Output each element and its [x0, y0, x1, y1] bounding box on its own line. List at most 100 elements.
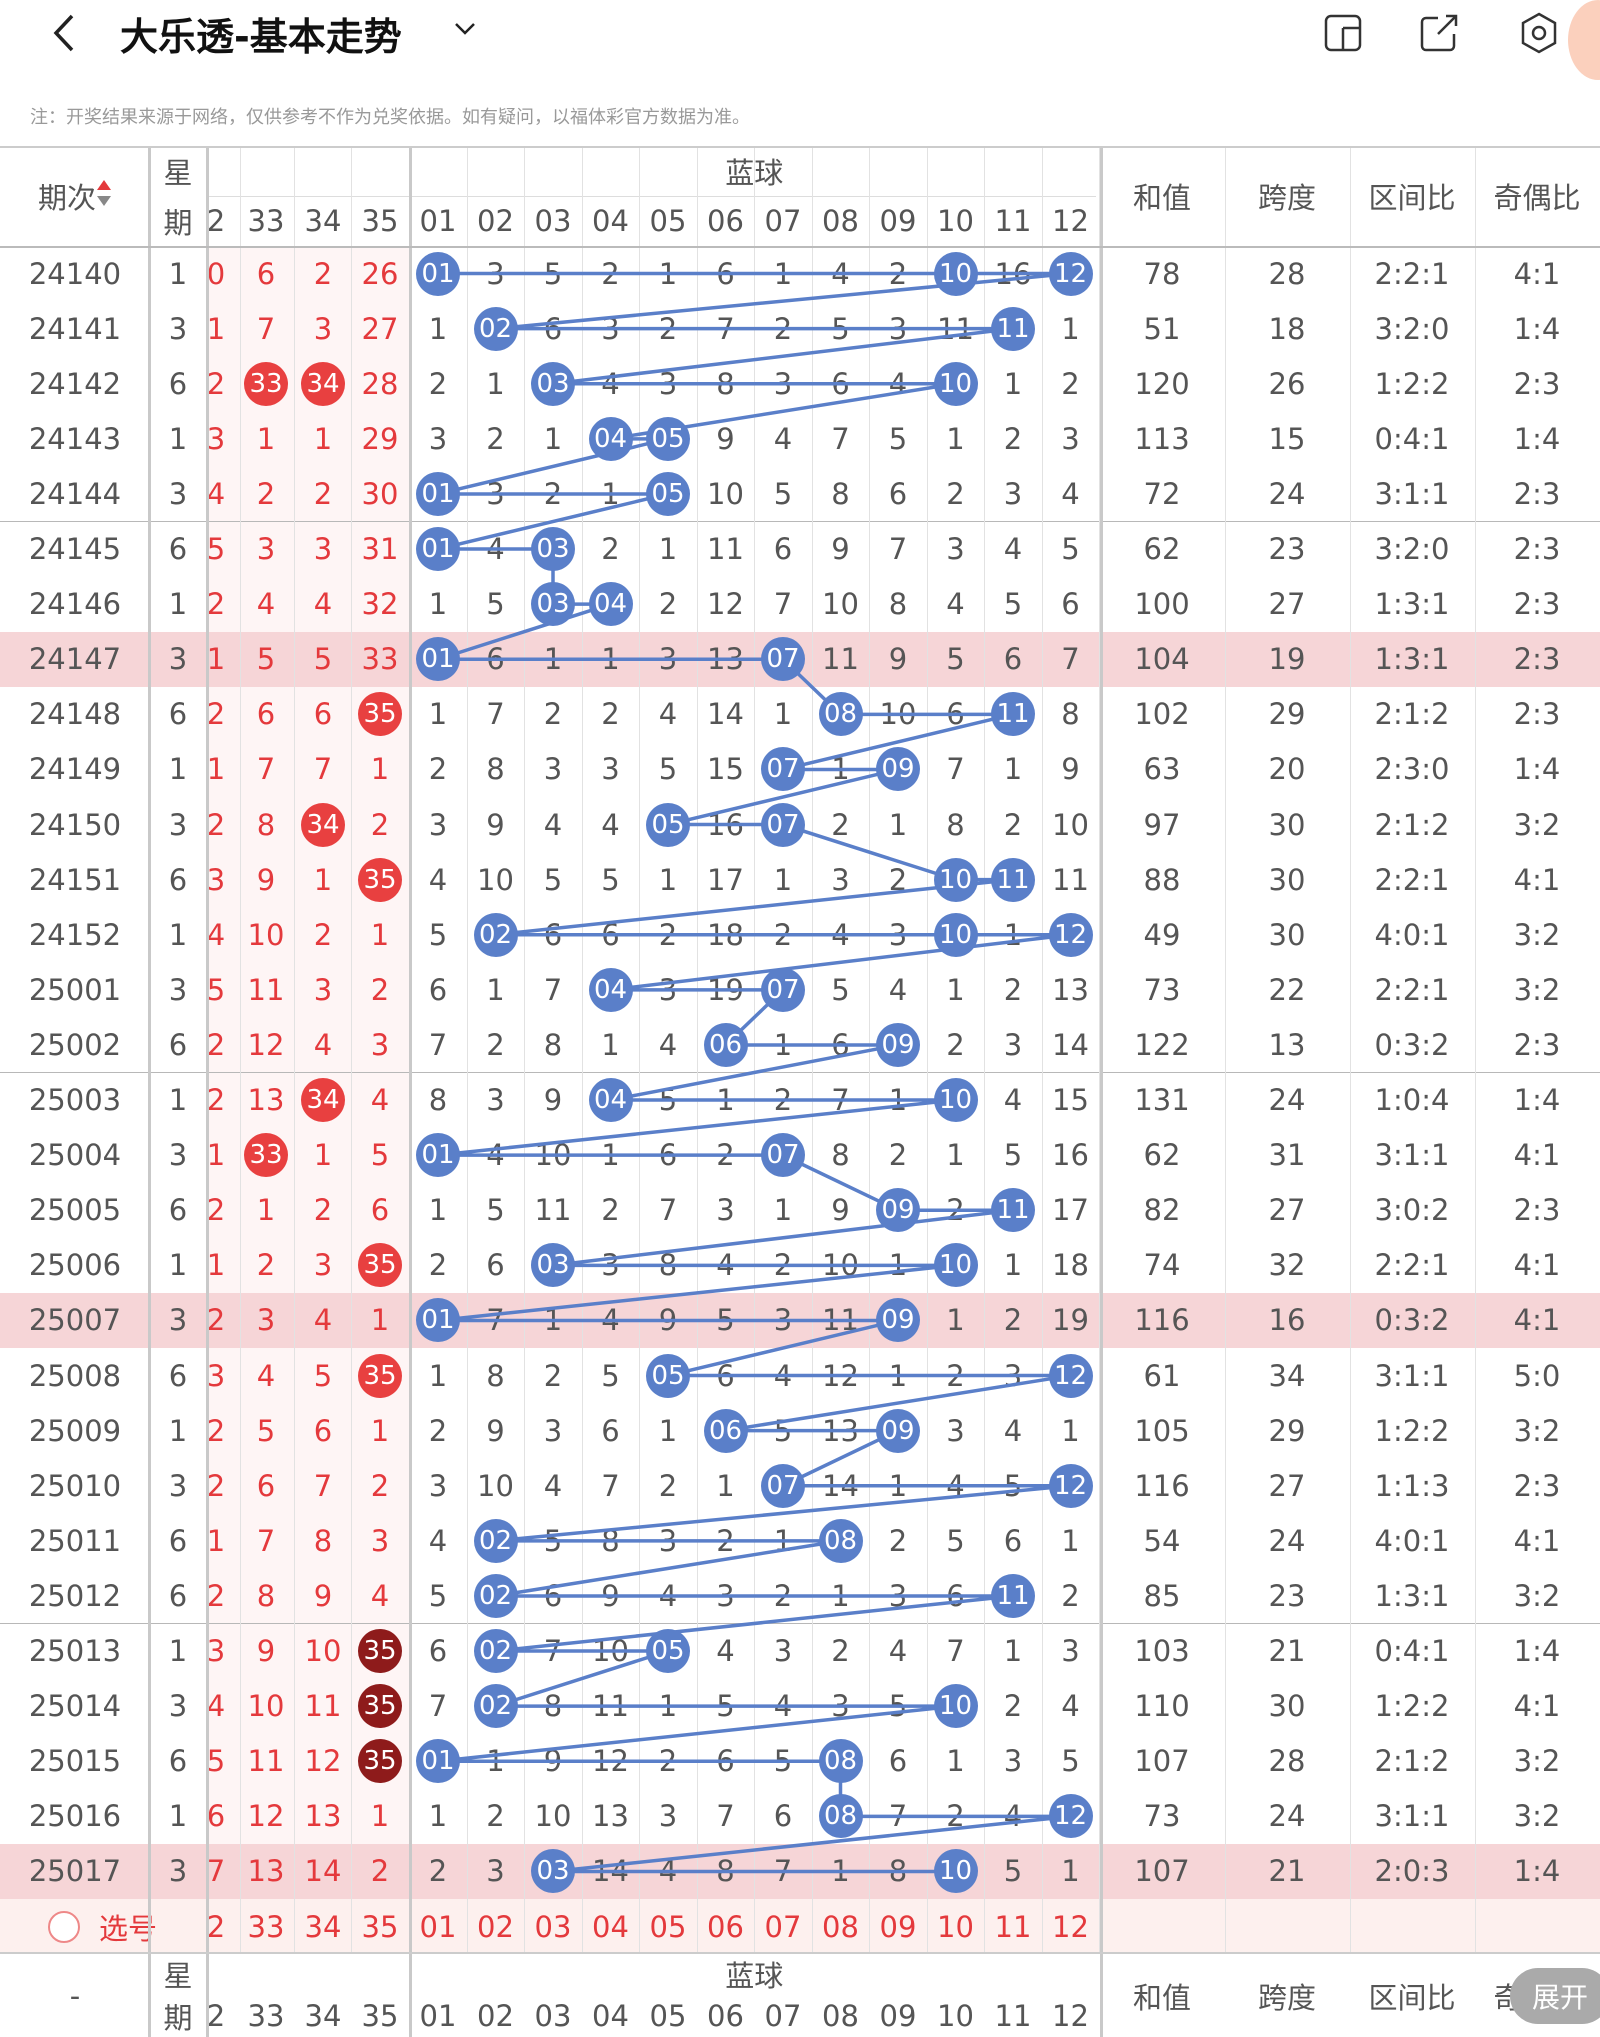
select-radio-icon[interactable] — [48, 1911, 80, 1943]
grid-line — [294, 146, 295, 1955]
blue-ball: 07 — [761, 802, 805, 847]
chevron-down-icon[interactable] — [450, 14, 480, 44]
blue-miss-cell: 9 — [601, 1578, 620, 1613]
front-miss-cell: 7 — [256, 311, 276, 346]
blue-miss-cell: 7 — [773, 1854, 793, 1889]
column-separator — [1100, 1954, 1103, 2037]
bottom-blue-col: 03 — [534, 1998, 572, 2033]
front-miss-cell: 11 — [304, 1689, 342, 1724]
blue-miss-cell: 1 — [773, 1027, 793, 1062]
front-miss-cell: 11 — [247, 1744, 285, 1779]
blue-miss-cell: 7 — [658, 1193, 678, 1228]
grid-line — [1225, 146, 1226, 1955]
blue-miss-cell: 3 — [773, 1634, 793, 1669]
period-cell: 25001 — [28, 972, 122, 1007]
column-header-front: 2 — [206, 204, 226, 238]
blue-miss-cell: 2 — [773, 917, 793, 952]
blue-miss-cell: 8 — [543, 1689, 563, 1724]
week-cell: 1 — [168, 1083, 188, 1118]
oddeven-ratio-cell: 1:4 — [1513, 1083, 1561, 1118]
blue-miss-cell: 4 — [888, 1634, 908, 1669]
column-header-blue: 11 — [994, 204, 1032, 238]
blue-ball: 10 — [933, 857, 978, 902]
zone-ratio-cell: 2:3:0 — [1374, 752, 1450, 787]
period-cell: 24152 — [28, 917, 122, 952]
avatar[interactable] — [1568, 0, 1600, 80]
layout-icon[interactable] — [1320, 10, 1366, 56]
blue-miss-cell: 4 — [773, 1689, 793, 1724]
blue-ball: 02 — [473, 912, 518, 957]
blue-ball: 05 — [646, 1353, 690, 1398]
blue-miss-cell: 2 — [428, 752, 448, 787]
blue-miss-cell: 2 — [716, 1523, 735, 1558]
bottom-blue-col: 10 — [937, 1998, 974, 2033]
settings-icon[interactable] — [1516, 10, 1562, 56]
period-cell: 25013 — [28, 1634, 122, 1669]
column-separator — [409, 1954, 412, 2037]
front-miss-cell: 6 — [206, 1799, 226, 1834]
oddeven-ratio-cell: 4:1 — [1513, 1248, 1561, 1283]
blue-miss-cell: 2 — [888, 1138, 908, 1173]
blue-miss-cell: 8 — [831, 1138, 850, 1173]
bottom-front-col: 35 — [361, 1998, 399, 2033]
front-miss-cell: 7 — [313, 752, 333, 787]
week-cell: 3 — [168, 1854, 188, 1889]
blue-miss-cell: 11 — [937, 311, 974, 346]
blue-miss-cell: 5 — [486, 587, 505, 622]
expand-button[interactable]: 展开 — [1510, 1968, 1600, 2024]
sum-cell: 74 — [1143, 1248, 1181, 1283]
sum-cell: 107 — [1134, 1854, 1190, 1889]
blue-miss-cell: 1 — [831, 752, 850, 787]
span-cell: 23 — [1268, 1578, 1306, 1613]
column-header-blue: 01 — [419, 204, 457, 238]
sort-icon[interactable] — [96, 178, 112, 215]
blue-miss-cell: 12 — [592, 1744, 629, 1779]
period-cell: 24147 — [28, 642, 122, 677]
blue-miss-cell: 1 — [658, 1689, 678, 1724]
span-cell: 28 — [1268, 256, 1306, 291]
blue-miss-cell: 2 — [601, 697, 620, 732]
front-miss-cell: 5 — [206, 1744, 226, 1779]
span-cell: 30 — [1268, 1689, 1306, 1724]
blue-ball: 10 — [933, 1243, 978, 1288]
blue-ball: 01 — [416, 637, 460, 682]
period-cell: 25017 — [28, 1854, 122, 1889]
period-cell: 24148 — [28, 697, 122, 732]
share-icon[interactable] — [1416, 10, 1462, 56]
back-button[interactable] — [44, 8, 84, 58]
front-miss-cell: 14 — [304, 1854, 342, 1889]
blue-miss-cell: 5 — [773, 1744, 793, 1779]
sum-cell: 107 — [1134, 1744, 1190, 1779]
blue-miss-cell: 11 — [1052, 862, 1089, 897]
blue-miss-cell: 2 — [543, 697, 563, 732]
blue-miss-cell: 7 — [543, 972, 563, 1007]
blue-miss-cell: 3 — [486, 476, 505, 511]
front-miss-cell: 5 — [206, 972, 226, 1007]
period-cell: 25015 — [28, 1744, 122, 1779]
front-miss-cell: 9 — [256, 1634, 276, 1669]
header-bottom-border — [0, 246, 1600, 248]
bottom-group-blue: 蓝球 — [725, 1959, 784, 1993]
front-ball: 35 — [358, 1353, 402, 1398]
blue-miss-cell: 2 — [1003, 1689, 1023, 1724]
column-header-blue: 03 — [534, 204, 572, 238]
blue-miss-cell: 1 — [486, 1744, 505, 1779]
front-miss-cell: 27 — [361, 311, 399, 346]
blue-miss-cell: 7 — [946, 752, 965, 787]
front-ball: 35 — [358, 857, 402, 902]
blue-ball: 05 — [646, 802, 690, 847]
page-title[interactable]: 大乐透-基本走势 — [120, 15, 402, 59]
grid-line — [639, 146, 641, 1955]
week-cell: 6 — [168, 1744, 188, 1779]
bottom-front-col: 33 — [247, 1998, 285, 2033]
select-row[interactable]: 选号 2 33 34 35 01 02 03 04 05 06 07 08 09 10 11 12 — [0, 1899, 1600, 1955]
blue-ball: 03 — [531, 527, 575, 572]
column-header-blue: 05 — [649, 204, 687, 238]
week-cell: 3 — [168, 1468, 188, 1503]
zone-ratio-cell: 1:2:2 — [1374, 1689, 1450, 1724]
blue-miss-cell: 1 — [658, 256, 678, 291]
sum-cell: 113 — [1134, 421, 1190, 456]
blue-ball: 10 — [933, 912, 978, 957]
blue-miss-cell: 3 — [543, 1413, 563, 1448]
front-miss-cell: 2 — [370, 807, 390, 842]
